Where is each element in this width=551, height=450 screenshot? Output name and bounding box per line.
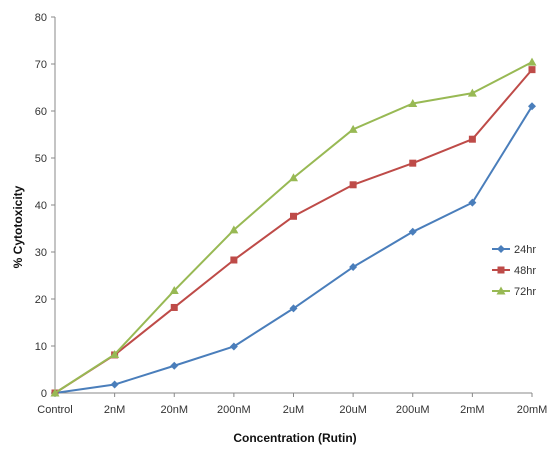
series-line — [54, 105, 533, 394]
legend-label: 24hr — [514, 244, 536, 256]
series-48hr — [51, 66, 536, 397]
legend-marker — [497, 266, 505, 274]
data-point — [229, 225, 239, 234]
data-point — [289, 173, 298, 182]
data-point — [110, 349, 120, 358]
data-point — [528, 66, 536, 74]
x-tick-label: 20mM — [517, 404, 548, 416]
data-point — [230, 256, 238, 264]
legend-item: 48hr — [492, 265, 536, 277]
x-tick-label: 20uM — [339, 404, 367, 416]
data-point — [290, 212, 297, 220]
data-point — [170, 361, 179, 370]
y-tick-label: 50 — [35, 153, 47, 165]
data-point — [50, 388, 60, 397]
data-point — [409, 159, 417, 167]
series-line — [54, 68, 533, 394]
data-point — [110, 380, 119, 389]
data-point — [170, 303, 178, 311]
x-tick-label: 200nM — [217, 404, 251, 416]
data-point — [408, 98, 418, 107]
data-point — [468, 135, 476, 143]
data-point — [169, 286, 179, 295]
series-72hr — [50, 57, 537, 397]
data-point — [527, 57, 537, 66]
data-point — [528, 102, 536, 111]
y-tick-label: 40 — [35, 200, 47, 212]
x-tick-label: 200uM — [396, 404, 430, 416]
x-tick-label: 20nM — [160, 404, 188, 416]
data-point — [229, 342, 238, 351]
legend-label: 72hr — [514, 286, 536, 298]
legend-item: 24hr — [492, 244, 536, 256]
chart-axes — [54, 17, 532, 394]
x-axis-ticks: Control 2nM 20nM 200nM 2uM 20uM 200uM 2mM 20mM — [37, 393, 547, 416]
series-group — [50, 57, 537, 397]
x-tick-label: 2nM — [104, 404, 125, 416]
data-point — [468, 198, 477, 207]
y-tick-label: 10 — [35, 341, 47, 353]
legend-label: 48hr — [514, 265, 536, 277]
y-axis-ticks: 0 10 20 30 40 50 60 70 80 — [35, 12, 55, 400]
data-point — [467, 88, 477, 97]
data-point — [349, 263, 358, 272]
data-point — [289, 304, 298, 313]
legend-marker — [496, 286, 506, 295]
data-point — [349, 181, 357, 189]
data-point — [408, 227, 417, 236]
legend-marker — [497, 245, 505, 253]
y-tick-label: 60 — [35, 106, 47, 118]
y-tick-label: 70 — [35, 59, 47, 71]
x-tick-label: 2uM — [283, 404, 304, 416]
y-axis-title: % Cytotoxicity — [11, 185, 25, 268]
y-tick-label: 30 — [35, 247, 47, 259]
y-tick-label: 20 — [35, 294, 47, 306]
x-axis-title: Concentration (Rutin) — [233, 431, 356, 445]
legend-item: 72hr — [492, 286, 536, 298]
y-tick-label: 0 — [41, 388, 47, 400]
legend: 24hr 48hr 72hr — [492, 244, 536, 298]
series-24hr — [51, 102, 536, 397]
x-tick-label: Control — [37, 404, 72, 416]
y-tick-label: 80 — [35, 12, 47, 24]
data-point — [348, 124, 358, 133]
series-line — [54, 61, 533, 394]
x-tick-label: 2mM — [460, 404, 484, 416]
